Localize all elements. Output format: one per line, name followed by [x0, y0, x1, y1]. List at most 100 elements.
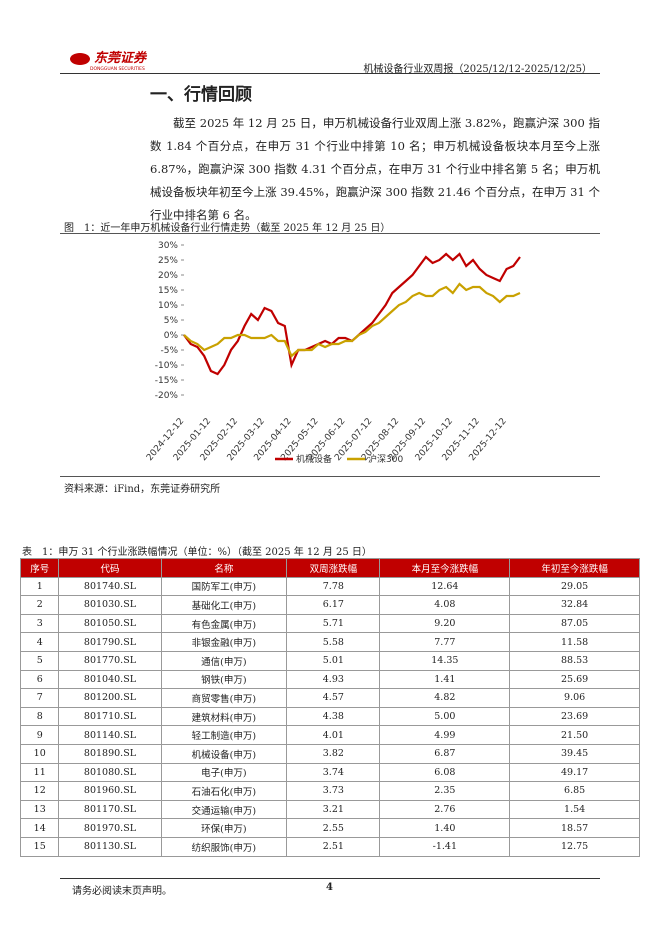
table-row: 2 801030.SL 基础化工(申万) 6.17 4.08 32.84: [19, 595, 640, 615]
y-tick-label: 15%: [158, 286, 178, 296]
table-cell: 机械设备(申万): [160, 743, 288, 764]
y-tick-label: 10%: [158, 301, 178, 311]
source: 资料来源：iFind，东莞证券研究所: [64, 484, 221, 495]
table-cell: 4.38: [286, 706, 381, 727]
disclaimer: 请务必阅读末页声明。: [72, 886, 172, 897]
table-cell: 801170.SL: [58, 799, 162, 820]
table-cell: 11.58: [509, 632, 640, 652]
table-row: 9 801140.SL 轻工制造(申万) 4.01 4.99 21.50: [19, 725, 640, 745]
table-cell: 轻工制造(申万): [160, 725, 288, 745]
logo-mark: [70, 53, 90, 65]
source-rule: [60, 476, 600, 477]
header-cell: 年初至今涨跌幅: [509, 558, 640, 578]
table-cell: 25.69: [509, 669, 640, 690]
header-cell: 名称: [160, 558, 288, 578]
table-cell: 9: [19, 725, 60, 745]
table-cell: 5.00: [379, 706, 511, 727]
table-cell: 3.82: [286, 743, 381, 764]
table-cell: 4.01: [286, 725, 381, 745]
y-tick-label: -10%: [155, 361, 179, 371]
table-row: 15 801130.SL 纺织服饰(申万) 2.51 -1.41 12.75: [19, 836, 640, 857]
table-cell: 5.71: [286, 613, 381, 634]
table-cell: 12.75: [509, 836, 640, 857]
table-cell: 3.73: [286, 781, 381, 801]
y-tick-label: -5%: [160, 346, 178, 356]
page-number: 4: [326, 882, 333, 893]
y-tick-label: 20%: [158, 271, 178, 281]
table-row: 12 801960.SL 石油石化(申万) 3.73 2.35 6.85: [19, 781, 640, 801]
table-cell: 13: [19, 799, 60, 820]
table-cell: 4: [19, 632, 60, 652]
footer-rule: [60, 878, 600, 879]
y-tick-label: 5%: [164, 316, 179, 326]
table-cell: 2.55: [286, 818, 381, 838]
table-cell: 29.05: [509, 576, 640, 597]
table-cell: 3: [19, 613, 60, 634]
y-tick-label: -15%: [155, 376, 179, 386]
table-cell: 6: [19, 669, 60, 690]
y-tick-label: 25%: [158, 256, 178, 266]
logo-graphic: 东莞证券 DONGGUAN SECURITIES: [70, 50, 148, 72]
table-cell: 5.58: [286, 632, 381, 652]
table-cell: 10: [19, 743, 60, 764]
table-cell: 4.08: [379, 595, 511, 615]
table-row: 6 801040.SL 钢铁(申万) 4.93 1.41 25.69: [19, 669, 640, 690]
table-cell: 2.76: [379, 799, 511, 820]
table: 序号 代码 名称 双周涨跌幅 本月至今涨跌幅 年初至今涨跌幅 1 801740.SL 国防军工(…: [19, 558, 640, 857]
table-cell: 环保(申万): [160, 818, 288, 838]
table-cell: 5.01: [286, 650, 381, 671]
table-cell: 3.74: [286, 762, 381, 783]
table-cell: 801710.SL: [58, 706, 162, 727]
table-cell: 87.05: [509, 613, 640, 634]
table-row: 1 801740.SL 国防军工(申万) 7.78 12.64 29.05: [19, 576, 640, 597]
table-cell: 6.87: [379, 743, 511, 764]
table-cell: 石油石化(申万): [160, 781, 288, 801]
table-row: 5 801770.SL 通信(申万) 5.01 14.35 88.53: [19, 650, 640, 671]
legend-label: 沪深300: [368, 453, 403, 465]
table-cell: 8: [19, 706, 60, 727]
table-row: 8 801710.SL 建筑材料(申万) 4.38 5.00 23.69: [19, 706, 640, 727]
table-row: 11 801080.SL 电子(申万) 3.74 6.08 49.17: [19, 762, 640, 783]
table-cell: 801080.SL: [58, 762, 162, 783]
table-cell: 纺织服饰(申万): [160, 836, 288, 857]
table-cell: 801740.SL: [58, 576, 162, 597]
header-rule: [60, 73, 600, 74]
table-cell: 801960.SL: [58, 781, 162, 801]
table-cell: 801040.SL: [58, 669, 162, 690]
figure-caption: 图 1：近一年申万机械设备行业行情走势（截至 2025 年 12 月 25 日）: [64, 223, 391, 234]
figure-rule: [60, 233, 600, 234]
table-cell: 建筑材料(申万): [160, 706, 288, 727]
table-cell: 801790.SL: [58, 632, 162, 652]
table-cell: 4.93: [286, 669, 381, 690]
table-cell: -1.41: [379, 836, 511, 857]
table-cell: 14: [19, 818, 60, 838]
table-cell: 49.17: [509, 762, 640, 783]
table-cell: 11: [19, 762, 60, 783]
table-cell: 4.82: [379, 688, 511, 708]
y-tick-label: 0%: [164, 331, 179, 341]
table-cell: 2.51: [286, 836, 381, 857]
table-cell: 801140.SL: [58, 725, 162, 745]
table-cell: 39.45: [509, 743, 640, 764]
table-cell: 12.64: [379, 576, 511, 597]
table-cell: 6.85: [509, 781, 640, 801]
table-caption: 表 1：申万 31 个行业涨跌幅情况（单位：%）（截至 2025 年 12 月 …: [22, 547, 372, 558]
table-cell: 钢铁(申万): [160, 669, 288, 690]
report-title: 机械设备行业双周报（2025/12/12-2025/12/25）: [363, 64, 592, 75]
table-cell: 电子(申万): [160, 762, 288, 783]
table-cell: 88.53: [509, 650, 640, 671]
table-cell: 5: [19, 650, 60, 671]
table-cell: 2.35: [379, 781, 511, 801]
table-cell: 基础化工(申万): [160, 595, 288, 615]
logo-text: 东莞证券: [94, 50, 148, 66]
table-cell: 21.50: [509, 725, 640, 745]
table-cell: 9.06: [509, 688, 640, 708]
table-cell: 12: [19, 781, 60, 801]
logo-subtext: DONGGUAN SECURITIES: [90, 66, 145, 72]
table-cell: 商贸零售(申万): [160, 688, 288, 708]
table-cell: 18.57: [509, 818, 640, 838]
table-cell: 2: [19, 595, 60, 615]
section-heading: 一、行情回顾: [150, 85, 252, 105]
table-cell: 6.08: [379, 762, 511, 783]
